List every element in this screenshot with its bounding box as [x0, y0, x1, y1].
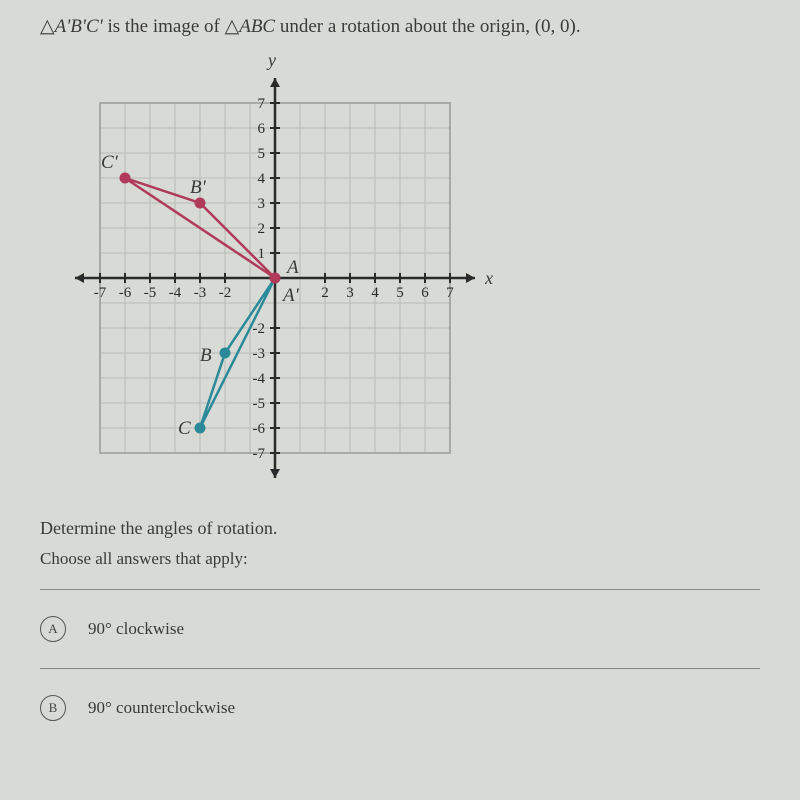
triangle-symbol-1: △	[40, 16, 55, 37]
answer-option[interactable]: B 90° counterclockwise	[40, 681, 760, 735]
answer-option[interactable]: A 90° clockwise	[40, 602, 760, 656]
svg-text:A': A'	[281, 285, 300, 306]
svg-text:-4: -4	[253, 371, 266, 387]
divider-line	[40, 589, 760, 590]
svg-text:x: x	[484, 268, 493, 288]
option-letter: A	[40, 616, 66, 642]
svg-text:3: 3	[258, 196, 266, 212]
question-middle: is the image of	[103, 16, 225, 37]
svg-text:4: 4	[258, 171, 266, 187]
question-suffix: under a rotation about the origin,	[275, 16, 535, 37]
svg-text:5: 5	[258, 146, 266, 162]
svg-text:-4: -4	[169, 285, 182, 301]
svg-text:C: C	[178, 418, 191, 439]
svg-text:-6: -6	[253, 421, 266, 437]
choose-instruction: Choose all answers that apply:	[40, 549, 760, 569]
svg-text:-7: -7	[94, 285, 107, 301]
svg-text:y: y	[266, 50, 276, 70]
svg-text:4: 4	[371, 285, 379, 301]
svg-text:7: 7	[446, 285, 454, 301]
triangle-symbol-2: △	[225, 16, 240, 37]
option-text: 90° clockwise	[88, 619, 184, 639]
svg-text:C': C'	[101, 152, 119, 173]
svg-text:2: 2	[258, 221, 266, 237]
svg-text:-2: -2	[219, 285, 232, 301]
svg-text:5: 5	[396, 285, 404, 301]
svg-text:-5: -5	[144, 285, 157, 301]
svg-text:2: 2	[321, 285, 329, 301]
svg-text:7: 7	[258, 96, 266, 112]
divider-line	[40, 668, 760, 669]
svg-text:3: 3	[346, 285, 354, 301]
option-letter: B	[40, 695, 66, 721]
svg-text:-2: -2	[253, 321, 266, 337]
coordinate-graph: -7-6-5-4-3-22345671234567-2-3-4-5-6-7xyA…	[60, 58, 490, 498]
svg-text:-6: -6	[119, 285, 132, 301]
question-text: △A'B'C' is the image of △ABC under a rot…	[40, 15, 760, 38]
svg-text:1: 1	[258, 246, 266, 262]
svg-text:6: 6	[421, 285, 429, 301]
svg-text:6: 6	[258, 121, 266, 137]
svg-text:-5: -5	[253, 396, 266, 412]
svg-text:B': B'	[190, 177, 207, 198]
svg-text:B: B	[200, 345, 212, 366]
original-triangle-name: ABC	[239, 16, 275, 37]
determine-instruction: Determine the angles of rotation.	[40, 518, 760, 539]
svg-text:-3: -3	[194, 285, 207, 301]
prime-triangle-name: A'B'C'	[55, 16, 103, 37]
svg-text:-3: -3	[253, 346, 266, 362]
svg-text:A: A	[285, 257, 299, 278]
svg-text:-7: -7	[253, 446, 266, 462]
origin-coords: (0, 0)	[535, 16, 576, 37]
question-end: .	[576, 16, 581, 37]
option-text: 90° counterclockwise	[88, 698, 235, 718]
